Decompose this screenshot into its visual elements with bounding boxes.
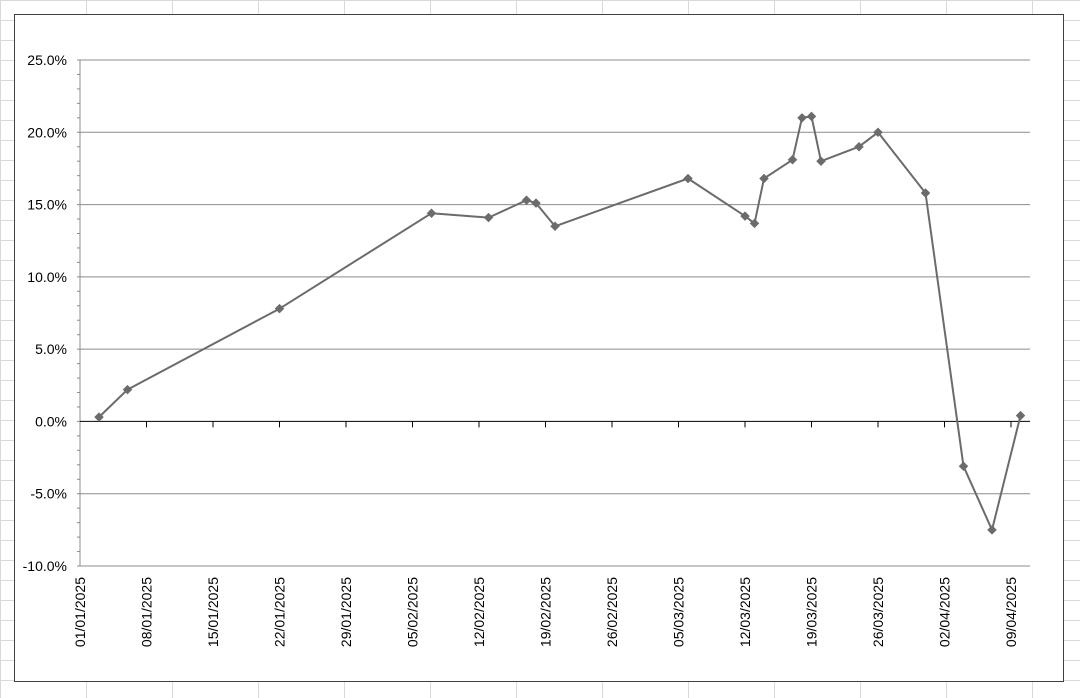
x-tick-label: 08/01/2025: [139, 577, 155, 647]
data-point-marker: [483, 212, 494, 223]
data-point-marker: [806, 111, 817, 122]
x-tick-label: 01/01/2025: [72, 577, 88, 647]
x-tick-label: 19/03/2025: [804, 577, 820, 647]
data-point-marker: [426, 208, 437, 219]
data-point-marker: [122, 384, 133, 395]
x-tick-label: 05/02/2025: [405, 577, 421, 647]
x-tick-label: 29/01/2025: [338, 577, 354, 647]
data-point-marker: [94, 412, 104, 422]
y-tick-label: -5.0%: [30, 486, 67, 502]
data-point-marker: [987, 525, 997, 535]
y-tick-label: 25.0%: [27, 52, 67, 68]
x-tick-label: 12/02/2025: [471, 577, 487, 647]
x-tick-label: 26/02/2025: [604, 577, 620, 647]
data-point-marker: [521, 195, 532, 206]
y-tick-label: 0.0%: [35, 413, 67, 429]
data-point-marker: [920, 188, 931, 198]
x-tick-label: 26/03/2025: [870, 577, 886, 647]
data-point-marker: [749, 218, 760, 229]
x-tick-label: 22/01/2025: [272, 577, 288, 647]
x-tick-label: 09/04/2025: [1003, 577, 1019, 647]
chart-area: [14, 14, 1064, 682]
x-tick-label: 12/03/2025: [737, 577, 753, 647]
data-point-marker: [787, 154, 798, 165]
y-tick-label: 20.0%: [27, 124, 67, 140]
x-tick-label: 05/03/2025: [671, 577, 687, 647]
x-tick-label: 15/01/2025: [205, 577, 221, 647]
data-point-marker: [854, 141, 864, 152]
y-tick-label: 10.0%: [27, 269, 67, 285]
y-tick-label: 5.0%: [35, 341, 67, 357]
data-point-marker: [816, 156, 826, 167]
x-tick-label: 02/04/2025: [937, 577, 953, 647]
y-tick-label: 15.0%: [27, 197, 67, 213]
data-point-marker: [958, 461, 969, 472]
data-point-marker: [683, 173, 693, 184]
data-point-marker: [274, 303, 285, 314]
data-point-marker: [1015, 410, 1026, 421]
x-tick-label: 19/02/2025: [538, 577, 554, 647]
data-point-marker: [759, 173, 769, 184]
data-point-marker: [531, 198, 541, 208]
data-point-marker: [740, 211, 750, 221]
data-point-marker: [550, 221, 560, 232]
data-point-marker: [797, 112, 807, 123]
series-line: [98, 115, 1022, 531]
y-tick-label: -10.0%: [23, 558, 67, 574]
data-point-marker: [873, 127, 883, 138]
